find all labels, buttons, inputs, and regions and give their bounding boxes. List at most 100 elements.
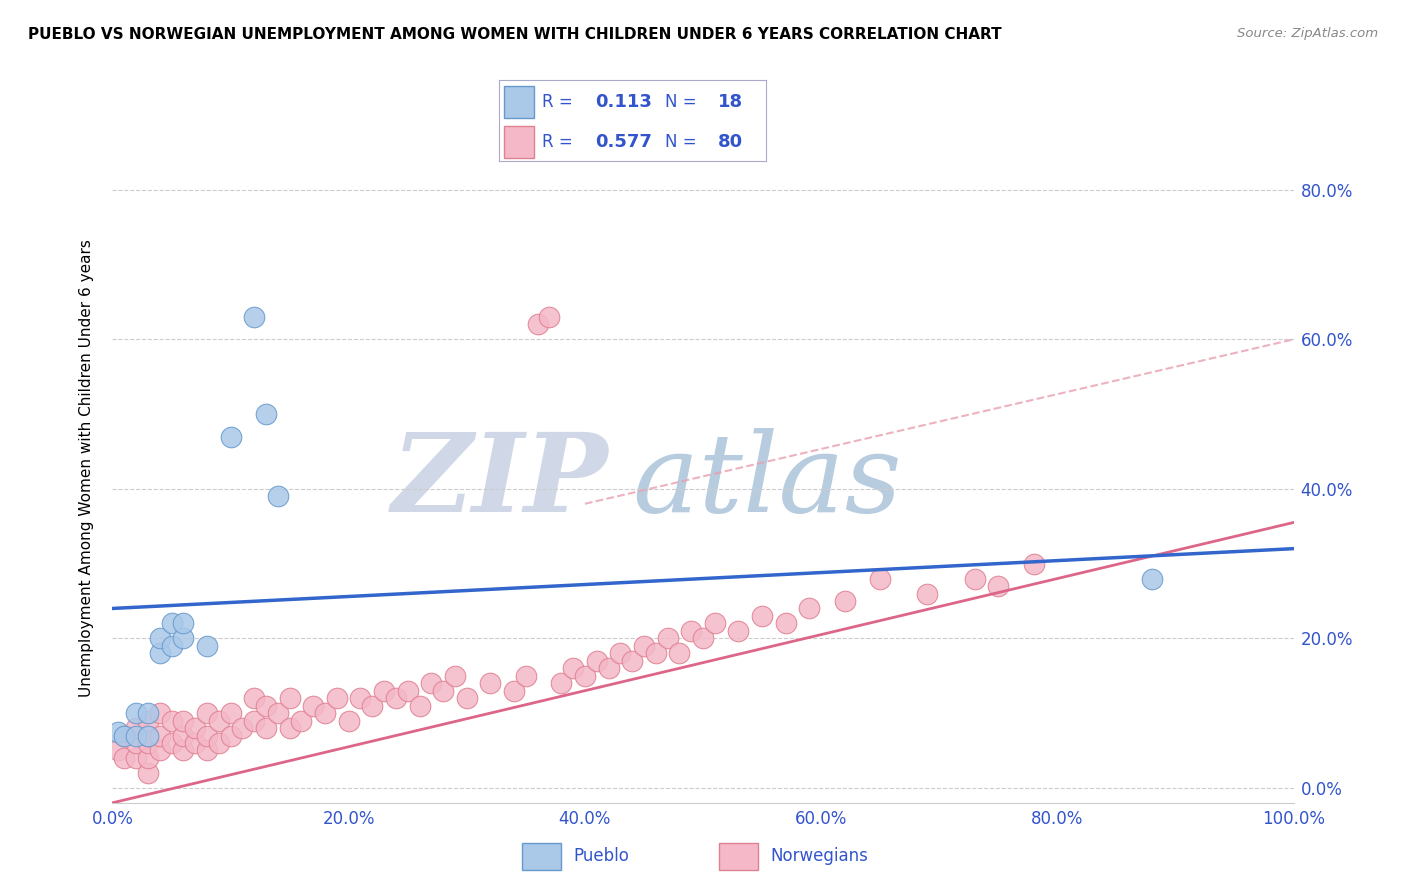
Point [799, 601, 821, 615]
Point [243, 310, 266, 324]
Text: PUEBLO VS NORWEGIAN UNEMPLOYMENT AMONG WOMEN WITH CHILDREN UNDER 6 YEARS CORRELA: PUEBLO VS NORWEGIAN UNEMPLOYMENT AMONG W… [28, 27, 1001, 42]
Point [657, 632, 679, 646]
Point [326, 691, 349, 706]
Text: 0.577: 0.577 [595, 133, 652, 151]
Point [172, 743, 194, 757]
Point [231, 721, 253, 735]
Point [184, 721, 207, 735]
Point [149, 706, 172, 720]
Point [112, 729, 135, 743]
Point [136, 751, 159, 765]
Point [432, 683, 454, 698]
Point [195, 743, 218, 757]
Point [160, 639, 183, 653]
Point [219, 729, 242, 743]
Point [149, 632, 172, 646]
Point [136, 729, 159, 743]
Point [195, 639, 218, 653]
Point [195, 706, 218, 720]
Point [125, 729, 148, 743]
Point [751, 609, 773, 624]
Bar [505, 86, 534, 118]
Point [727, 624, 749, 638]
Point [208, 714, 231, 728]
Point [609, 646, 631, 660]
Point [136, 729, 159, 743]
Point [515, 669, 537, 683]
Point [526, 318, 548, 332]
Point [692, 632, 714, 646]
Point [917, 586, 939, 600]
Text: atlas: atlas [633, 428, 901, 535]
Point [396, 683, 419, 698]
Point [184, 736, 207, 750]
Point [160, 714, 183, 728]
Point [963, 572, 986, 586]
Text: Source: ZipAtlas.com: Source: ZipAtlas.com [1237, 27, 1378, 40]
Point [420, 676, 443, 690]
Point [503, 683, 526, 698]
Text: N =: N = [665, 93, 702, 111]
Point [621, 654, 644, 668]
Point [574, 669, 596, 683]
Point [125, 721, 148, 735]
Point [107, 743, 129, 757]
Point [550, 676, 572, 690]
Point [125, 751, 148, 765]
Text: 18: 18 [718, 93, 744, 111]
Point [681, 624, 703, 638]
Point [125, 706, 148, 720]
Point [219, 706, 242, 720]
Y-axis label: Unemployment Among Women with Children Under 6 years: Unemployment Among Women with Children U… [79, 239, 94, 698]
Point [278, 721, 301, 735]
Point [1140, 572, 1163, 586]
Text: Norwegians: Norwegians [770, 847, 868, 865]
Point [633, 639, 655, 653]
Text: R =: R = [541, 93, 578, 111]
Point [538, 310, 561, 324]
Point [834, 594, 856, 608]
Point [136, 736, 159, 750]
Point [219, 429, 242, 443]
Point [987, 579, 1010, 593]
Point [408, 698, 430, 713]
Point [456, 691, 478, 706]
Point [267, 706, 290, 720]
Point [172, 729, 194, 743]
Point [136, 706, 159, 720]
Point [136, 714, 159, 728]
Text: R =: R = [541, 133, 578, 151]
Point [160, 736, 183, 750]
Point [112, 751, 135, 765]
Point [562, 661, 585, 675]
Point [668, 646, 690, 660]
Point [385, 691, 408, 706]
Point [278, 691, 301, 706]
Point [243, 714, 266, 728]
Point [160, 616, 183, 631]
Point [302, 698, 325, 713]
Text: N =: N = [665, 133, 702, 151]
Point [373, 683, 395, 698]
Point [314, 706, 336, 720]
Point [243, 691, 266, 706]
Point [149, 646, 172, 660]
Point [172, 632, 194, 646]
Point [267, 489, 290, 503]
Point [444, 669, 467, 683]
Point [479, 676, 502, 690]
Point [149, 743, 172, 757]
Text: ZIP: ZIP [392, 428, 609, 535]
Point [254, 721, 277, 735]
Text: 80: 80 [718, 133, 744, 151]
Point [361, 698, 384, 713]
Point [125, 736, 148, 750]
Point [644, 646, 666, 660]
Bar [522, 843, 561, 870]
Point [149, 729, 172, 743]
Point [337, 714, 360, 728]
Point [290, 714, 312, 728]
Point [254, 407, 277, 421]
Point [254, 698, 277, 713]
Point [172, 714, 194, 728]
